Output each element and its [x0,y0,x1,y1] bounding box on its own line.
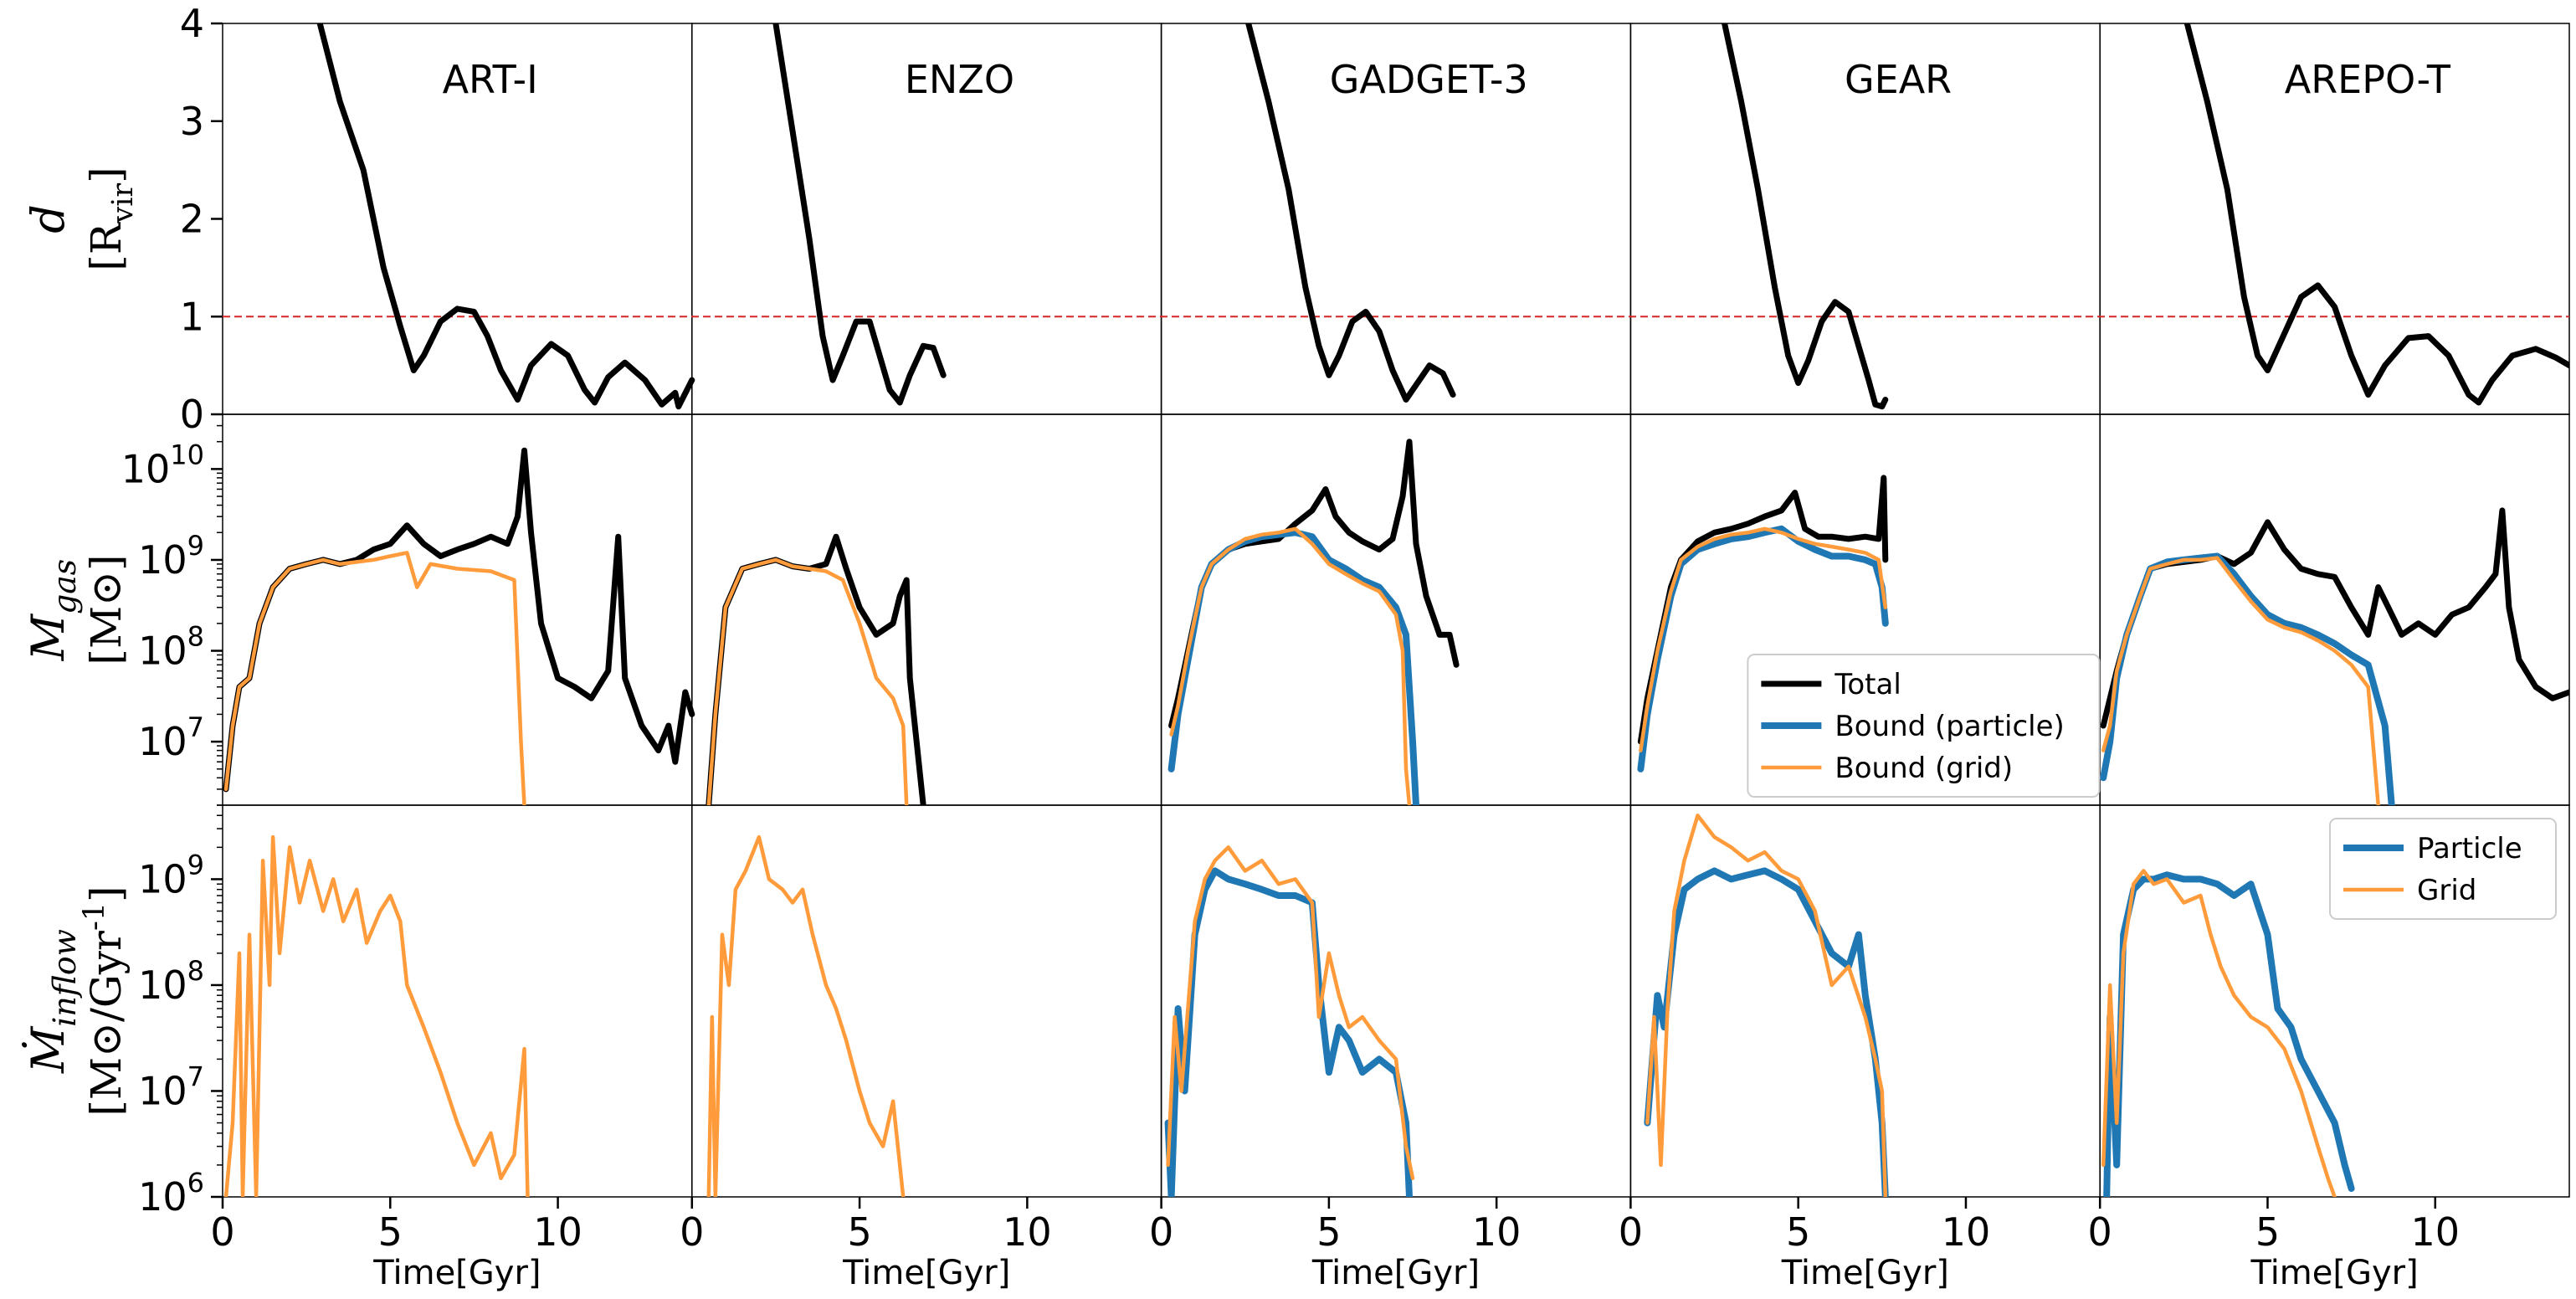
series-d-arepo-t-total [2183,23,2569,406]
series-d-enzo-total [772,23,947,406]
series-mdot-gear-grid [1645,814,1888,1197]
legend-box [2329,818,2557,920]
ytick-label-mdot-2: 108 [138,955,204,1008]
xtick-label-gadget-3-2: 10 [1472,1209,1521,1255]
ytick-label-mdot-3: 109 [138,849,204,901]
series-mgas-gear-grid [1639,526,1888,752]
xtick-label-gear-2: 10 [1942,1209,1991,1255]
xtick-label-arepo-t-0: 0 [2088,1209,2112,1255]
panel-title-gear: GEAR [1845,57,1952,102]
ytick-label-d-0: 0 [180,392,204,437]
panel-title-art-i: ART-I [443,57,538,102]
ylabel-unit-mgas: [M⊙] [82,554,131,665]
series-d-gear-total [1722,23,1889,410]
series-mgas-art-i-grid [223,551,526,805]
ytick-label-mdot-1: 107 [138,1060,204,1113]
ylabel-unit-d: [Rvir​] [82,167,140,270]
xtick-label-art-i-1: 5 [378,1209,403,1255]
xlabel-art-i: Time[Gyr] [372,1254,541,1292]
row-mdot-series [223,814,2355,1197]
ytick-label-mdot-0: 106 [138,1167,204,1219]
xlabel-gadget-3: Time[Gyr] [1311,1254,1480,1292]
xlabel-enzo: Time[Gyr] [842,1254,1010,1292]
legend-label-grid: Grid [2417,874,2476,907]
xtick-label-arepo-t-2: 10 [2410,1209,2460,1255]
xtick-label-arepo-t-1: 5 [2255,1209,2280,1255]
series-d-art-i-total [316,23,695,410]
panel-title-arepo-t: AREPO-T [2285,57,2451,102]
panel-title-enzo: ENZO [905,57,1014,102]
xtick-label-gadget-3-0: 0 [1149,1209,1173,1255]
xtick-label-enzo-1: 5 [847,1209,871,1255]
xtick-label-gadget-3-1: 5 [1316,1209,1341,1255]
ytick-label-mgas-0: 107 [138,711,204,764]
ytick-label-d-3: 3 [180,99,204,144]
ytick-label-mgas-2: 109 [138,530,204,583]
series-mdot-gadget-3-particle [1164,867,1413,1197]
panel-title-gadget-3: GADGET-3 [1330,57,1528,102]
series-mdot-gear-particle [1644,867,1889,1197]
legend-label-particle: Particle [2417,832,2522,865]
xtick-label-gear-0: 0 [1619,1209,1643,1255]
series-d-gadget-3-total [1245,23,1456,403]
xtick-label-art-i-0: 0 [210,1209,234,1255]
series-mgas-enzo-grid [706,557,909,805]
series-mgas-gadget-3-grid [1169,526,1412,805]
xtick-label-gear-1: 5 [1786,1209,1810,1255]
ylabel-main-mgas: Mgas​ [22,559,83,661]
legend-label-total: Total [1834,668,1901,701]
series-mgas-arepo-t-grid [2101,556,2380,805]
row-mgas-series [223,439,2569,805]
legend-mgas: Total Bound (particle) Bound (grid) [1747,654,2101,798]
legends: Total Bound (particle) Bound (grid) Particl… [1747,654,2557,920]
ytick-label-d-2: 2 [180,197,204,242]
ytick-label-d-1: 1 [180,294,204,339]
legend-mdot: Particle Grid [2329,818,2557,920]
series-mdot-arepo-t-grid [2101,869,2337,1197]
legend-label-bound-grid: Bound (grid) [1835,752,2013,785]
legend-box [1747,654,2101,798]
xtick-label-enzo-0: 0 [680,1209,704,1255]
series-mdot-gadget-3-grid [1166,845,1415,1180]
ylabel-main-d: d [22,204,74,234]
x-axis-labels: Time[Gyr] Time[Gyr] Time[Gyr] Time[Gyr] Time… [372,1254,2418,1292]
ytick-label-d-4: 4 [180,1,204,46]
xlabel-arepo-t: Time[Gyr] [2250,1254,2418,1292]
xtick-label-art-i-2: 10 [533,1209,582,1255]
series-mdot-enzo-grid [706,834,906,1197]
row-ylabels: d [Rvir​] Mgas​[M⊙] Ṁinflow​[M⊙/Gyr-1​] [21,167,140,1116]
ytick-label-mgas-3: 1010 [121,439,204,491]
legend-label-bound-particle: Bound (particle) [1835,710,2064,743]
row-d-series [316,23,2569,410]
xlabel-gear: Time[Gyr] [1781,1254,1949,1292]
ytick-label-mgas-1: 108 [138,621,204,674]
series-mdot-art-i-grid [223,834,530,1197]
panel-titles: ART-I ENZO GADGET-3 GEAR AREPO-T [443,57,2451,102]
ylabel-unit-mdot: [M⊙/Gyr-1​] [78,886,131,1116]
xtick-label-enzo-2: 10 [1003,1209,1052,1255]
ylabel-main-mdot: Ṁinflow​ [21,929,83,1074]
data-series [223,23,2569,1197]
